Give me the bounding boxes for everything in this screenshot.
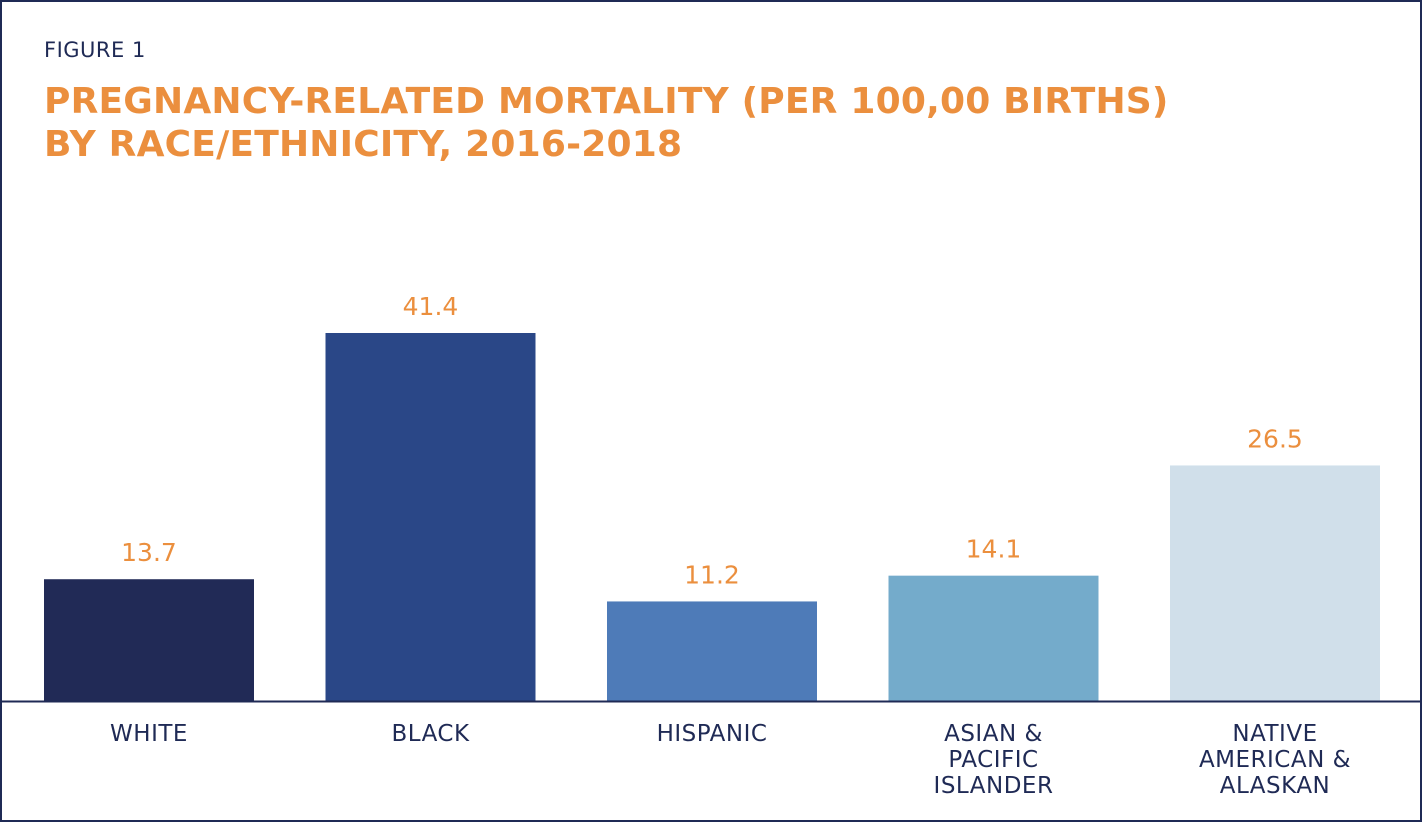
bar-4 [1170, 465, 1380, 701]
category-label-1-line-0: BLACK [391, 721, 470, 747]
category-label-4-line-2: ALASKAN [1220, 773, 1331, 799]
category-label-4-line-1: AMERICAN & [1199, 747, 1351, 773]
bar-1 [325, 333, 536, 701]
chart-title-line-2: BY RACE/ETHNICITY, 2016-2018 [44, 124, 683, 165]
value-label-2: 11.2 [684, 560, 740, 589]
value-label-4: 26.5 [1247, 424, 1303, 453]
bar-2 [607, 601, 817, 701]
bar-3 [888, 575, 1099, 701]
category-label-2-line-0: HISPANIC [657, 721, 768, 747]
figure-label: FIGURE 1 [44, 38, 146, 62]
category-label-3-line-1: PACIFIC [948, 747, 1038, 773]
category-label-3-line-0: ASIAN & [944, 721, 1043, 747]
category-label-0-line-0: WHITE [110, 721, 188, 747]
category-label-3-line-2: ISLANDER [934, 773, 1054, 799]
value-label-0: 13.7 [121, 538, 177, 567]
value-label-3: 14.1 [966, 535, 1022, 564]
chart-title-line-1: PREGNANCY-RELATED MORTALITY (PER 100,00 … [44, 81, 1169, 122]
value-label-1: 41.4 [403, 292, 459, 321]
chart-title: PREGNANCY-RELATED MORTALITY (PER 100,00 … [44, 80, 1344, 166]
category-label-4-line-0: NATIVE [1232, 721, 1317, 747]
bar-0 [44, 579, 254, 701]
